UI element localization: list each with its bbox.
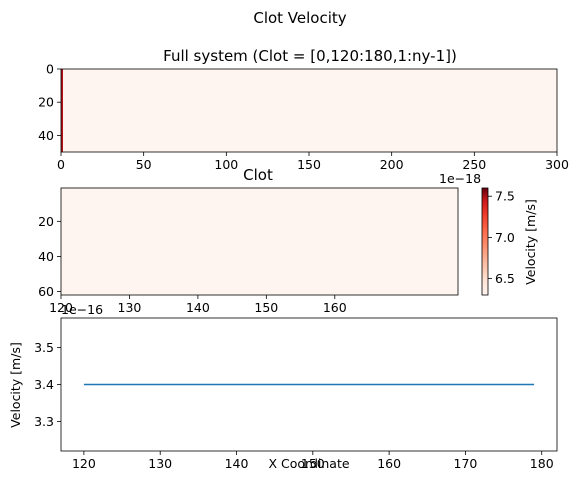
colorbar-tick-label: 6.5 <box>495 271 515 286</box>
line-xtick-label: 170 <box>454 456 478 471</box>
full-system-xtick-label: 150 <box>297 157 321 172</box>
full-system-xtick-label: 300 <box>545 157 569 172</box>
clot-xtick-label: 120 <box>49 300 73 315</box>
subplot-full-system-title: Full system (Clot = [0,120:180,1:ny-1]) <box>163 47 457 65</box>
clot-heatmap <box>61 188 458 295</box>
colorbar-label: Velocity [m/s] <box>523 199 538 285</box>
colorbar-tick-label: 7.0 <box>495 230 515 245</box>
line-xtick-label: 180 <box>530 456 554 471</box>
line-xtick-label: 160 <box>377 456 401 471</box>
subplot-clot-title: Clot <box>243 166 273 184</box>
line-y-offset-text: 1e−16 <box>61 302 103 317</box>
full-system-ytick-label: 0 <box>46 62 54 77</box>
full-system-xtick-label: 100 <box>214 157 238 172</box>
clot-xtick-label: 160 <box>323 300 347 315</box>
line-xtick-label: 130 <box>148 456 172 471</box>
line-ytick-label: 3.5 <box>34 340 54 355</box>
colorbar-offset-text: 1e−18 <box>439 171 481 186</box>
colorbar-tick-label: 7.5 <box>495 189 515 204</box>
full-system-xtick-label: 0 <box>57 157 65 172</box>
clot-xtick-label: 140 <box>186 300 210 315</box>
full-system-ytick-label: 20 <box>38 95 54 110</box>
clot-xtick-label: 130 <box>118 300 142 315</box>
full-system-xtick-label: 50 <box>136 157 152 172</box>
subplot-full-system: Full system (Clot = [0,120:180,1:ny-1]) … <box>38 47 569 172</box>
line-xtick-label: 120 <box>72 456 96 471</box>
subplot-clot: Clot 120 130 140 150 160 20 40 60 6.5 7.0 7.5 1e… <box>38 166 538 315</box>
clot-xtick-label: 150 <box>254 300 278 315</box>
clot-ytick-label: 60 <box>38 284 54 299</box>
line-ytick-label: 3.4 <box>34 377 54 392</box>
colorbar <box>481 187 489 296</box>
line-xtick-label: 140 <box>225 456 249 471</box>
line-xlabel: X Coordinate <box>268 456 349 471</box>
line-ylabel: Velocity [m/s] <box>8 342 23 428</box>
figure-suptitle: Clot Velocity <box>253 9 346 27</box>
subplot-line: 120 130 140 150 160 170 180 3.3 3.4 3.5 1e−16 X … <box>8 302 558 471</box>
full-system-ytick-label: 40 <box>38 128 54 143</box>
full-system-heatmap-edge-column <box>61 69 63 152</box>
clot-axes-frame <box>60 187 459 296</box>
clot-ytick-label: 20 <box>38 214 54 229</box>
line-ytick-label: 3.3 <box>34 414 54 429</box>
full-system-heatmap <box>61 69 557 152</box>
clot-ytick-label: 40 <box>38 249 54 264</box>
line-xtick-label: 150 <box>301 456 325 471</box>
full-system-xtick-label: 200 <box>380 157 404 172</box>
full-system-xtick-label: 250 <box>462 157 486 172</box>
